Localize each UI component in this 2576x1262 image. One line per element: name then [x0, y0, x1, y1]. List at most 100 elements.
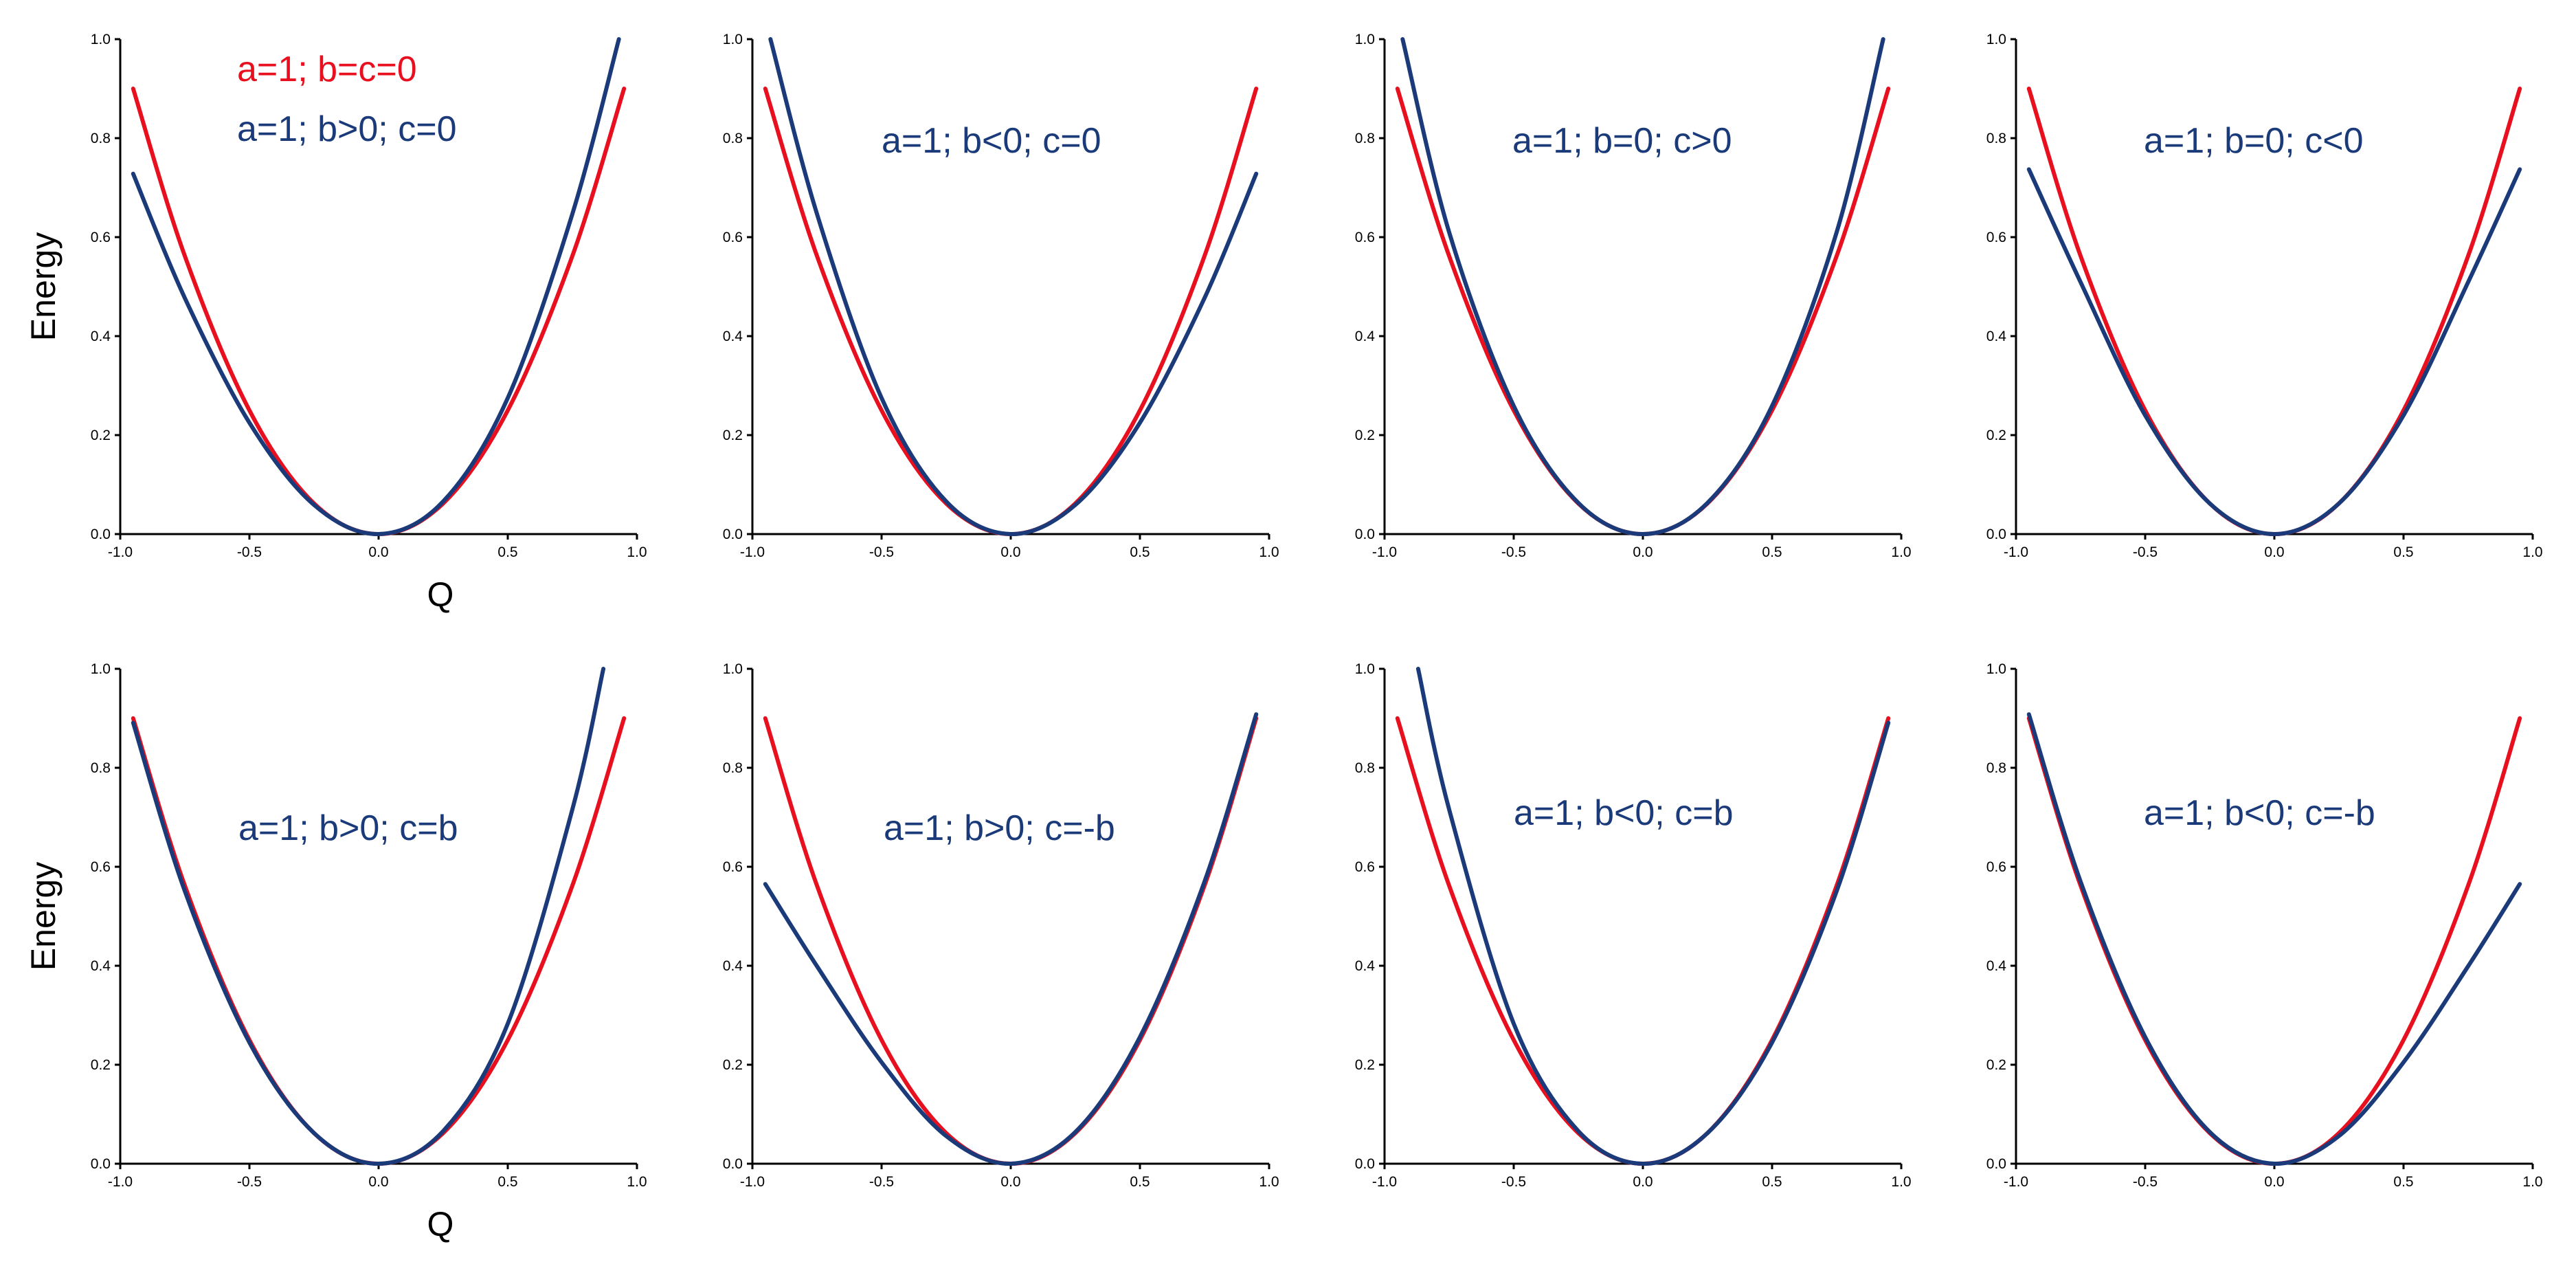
curve-annotation: a=1; b=c=0 — [237, 49, 417, 89]
chart-panel-8: 0.0 0.2 0.4 0.6 0.8 1.0 -1.0 -0.5 0.0 0.5 1.0 a=1; … — [1986, 661, 2543, 1190]
x-tick-label: 1.0 — [1891, 1174, 1911, 1190]
x-tick-label: -0.5 — [2133, 544, 2158, 560]
chart-panel-5: 0.0 0.2 0.4 0.6 0.8 1.0 -1.0 -0.5 0.0 0.5 1.0 Energ… — [24, 661, 647, 1243]
y-tick-label: 0.6 — [91, 859, 111, 875]
y-tick-label: 0.2 — [91, 1057, 111, 1073]
y-tick-label: 0.8 — [1986, 760, 2006, 776]
x-tick-label: 0.5 — [497, 544, 517, 560]
y-tick-label: 0.8 — [91, 760, 111, 776]
x-tick-label: 0.5 — [497, 1174, 517, 1190]
y-tick-label: 0.6 — [1355, 859, 1375, 875]
curve-annotation: a=1; b>0; c=b — [238, 808, 458, 848]
x-tick-label: -0.5 — [1501, 544, 1526, 560]
x-tick-label: -0.5 — [237, 544, 262, 560]
x-tick-label: 0.5 — [2393, 544, 2413, 560]
y-tick-label: 0.0 — [91, 527, 111, 542]
modified-curve — [2026, 712, 2522, 1166]
modified-curve — [763, 712, 1259, 1166]
modified-curve — [131, 37, 621, 537]
y-tick-label: 1.0 — [91, 661, 111, 677]
y-tick-label: 0.6 — [91, 230, 111, 245]
y-tick-label: 0.4 — [723, 329, 743, 344]
chart-panel-7: 0.0 0.2 0.4 0.6 0.8 1.0 -1.0 -0.5 0.0 0.5 1.0 a=1; … — [1355, 661, 1912, 1190]
x-tick-label: 0.5 — [2393, 1174, 2413, 1190]
x-tick-label: 1.0 — [2522, 544, 2542, 560]
reference-curve — [131, 87, 627, 536]
modified-curve — [131, 667, 606, 1166]
y-tick-label: 0.6 — [723, 859, 743, 875]
y-tick-label: 0.6 — [723, 230, 743, 245]
x-tick-label: -1.0 — [1372, 1174, 1397, 1190]
y-tick-label: 0.6 — [1355, 230, 1375, 245]
y-tick-label: 0.8 — [723, 760, 743, 776]
y-tick-label: 0.2 — [91, 428, 111, 443]
x-tick-label: -1.0 — [1372, 544, 1397, 560]
y-tick-label: 1.0 — [723, 661, 743, 677]
y-tick-label: 0.0 — [91, 1156, 111, 1172]
y-tick-label: 0.2 — [1986, 1057, 2006, 1073]
x-tick-label: 0.0 — [2264, 1174, 2284, 1190]
x-tick-label: 0.5 — [1130, 544, 1150, 560]
y-tick-label: 0.4 — [723, 958, 743, 974]
y-tick-label: 0.6 — [1986, 230, 2006, 245]
y-tick-label: 0.4 — [91, 958, 111, 974]
y-tick-label: 0.4 — [91, 329, 111, 344]
modified-curve — [768, 37, 1259, 537]
x-tick-label: 1.0 — [1259, 544, 1279, 560]
x-tick-label: 0.0 — [1000, 1174, 1020, 1190]
x-tick-label: -0.5 — [869, 1174, 894, 1190]
y-tick-label: 1.0 — [1355, 32, 1375, 47]
x-tick-label: -1.0 — [2004, 544, 2028, 560]
y-tick-label: 1.0 — [1986, 661, 2006, 677]
y-axis-title: Energy — [24, 232, 63, 341]
x-tick-label: -1.0 — [740, 1174, 765, 1190]
y-axis-title: Energy — [24, 862, 63, 971]
chart-panel-4: 0.0 0.2 0.4 0.6 0.8 1.0 -1.0 -0.5 0.0 0.5 1.0 a=1; … — [1986, 32, 2543, 560]
curve-annotation: a=1; b<0; c=b — [1514, 793, 1734, 833]
y-tick-label: 1.0 — [1986, 32, 2006, 47]
y-tick-label: 0.8 — [1355, 131, 1375, 146]
x-tick-label: -0.5 — [2133, 1174, 2158, 1190]
x-tick-label: 0.5 — [1762, 1174, 1782, 1190]
y-tick-label: 1.0 — [91, 32, 111, 47]
x-tick-label: -0.5 — [869, 544, 894, 560]
y-tick-label: 0.6 — [1986, 859, 2006, 875]
chart-panel-2: 0.0 0.2 0.4 0.6 0.8 1.0 -1.0 -0.5 0.0 0.5 1.0 a=1; … — [723, 32, 1279, 560]
x-tick-label: 0.0 — [368, 544, 388, 560]
curve-annotation: a=1; b>0; c=0 — [237, 109, 457, 149]
y-tick-label: 0.2 — [1355, 1057, 1375, 1073]
reference-curve — [1395, 716, 1891, 1166]
chart-panel-3: 0.0 0.2 0.4 0.6 0.8 1.0 -1.0 -0.5 0.0 0.5 1.0 a=1; … — [1355, 32, 1912, 560]
x-tick-label: -1.0 — [108, 1174, 133, 1190]
y-tick-label: 0.0 — [1355, 527, 1375, 542]
y-tick-label: 0.0 — [1986, 1156, 2006, 1172]
x-tick-label: 0.0 — [368, 1174, 388, 1190]
x-tick-label: -1.0 — [740, 544, 765, 560]
y-tick-label: 1.0 — [1355, 661, 1375, 677]
curve-annotation: a=1; b<0; c=0 — [882, 121, 1101, 161]
y-tick-label: 0.8 — [1355, 760, 1375, 776]
y-tick-label: 0.4 — [1986, 329, 2007, 344]
x-tick-label: 0.0 — [1000, 544, 1020, 560]
x-tick-label: 1.0 — [1891, 544, 1911, 560]
y-tick-label: 0.2 — [723, 1057, 743, 1073]
y-tick-label: 0.4 — [1355, 958, 1376, 974]
chart-panel-1: 0.0 0.2 0.4 0.6 0.8 1.0 -1.0 -0.5 0.0 0.5 1.0 Energ… — [24, 32, 647, 614]
y-tick-label: 0.2 — [723, 428, 743, 443]
reference-curve — [131, 716, 627, 1166]
x-tick-label: 1.0 — [627, 1174, 647, 1190]
x-tick-label: 1.0 — [627, 544, 647, 560]
x-tick-label: 1.0 — [2522, 1174, 2542, 1190]
y-tick-label: 0.2 — [1355, 428, 1375, 443]
x-axis-title: Q — [427, 1205, 454, 1243]
x-tick-label: 0.5 — [1762, 544, 1782, 560]
modified-curve — [1415, 667, 1891, 1166]
y-tick-label: 0.2 — [1986, 428, 2006, 443]
y-tick-label: 0.4 — [1986, 958, 2007, 974]
y-tick-label: 0.0 — [1355, 1156, 1375, 1172]
y-tick-label: 0.8 — [1986, 131, 2006, 146]
x-tick-label: 0.5 — [1130, 1174, 1150, 1190]
curve-annotation: a=1; b>0; c=-b — [884, 808, 1115, 848]
curve-annotation: a=1; b=0; c>0 — [1512, 121, 1732, 161]
